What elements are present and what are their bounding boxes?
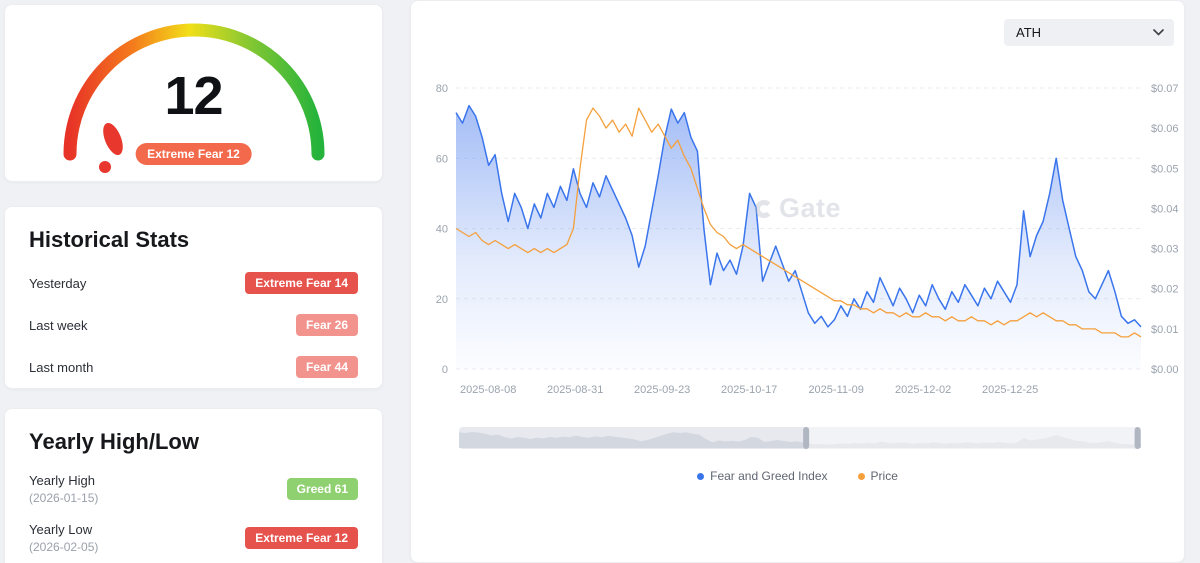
svg-text:$0.00: $0.00 — [1151, 364, 1179, 376]
legend-label: Fear and Greed Index — [710, 469, 828, 483]
gauge-arc-svg — [63, 23, 324, 173]
stat-date: (2026-02-05) — [29, 539, 99, 554]
stat-row-last-week: Last week Fear 26 — [29, 305, 358, 345]
fear-greed-line — [455, 104, 1142, 328]
status-badge: Extreme Fear 14 — [245, 272, 358, 294]
fear-greed-gauge: 12 Extreme Fear 12 — [49, 9, 339, 177]
brush-handle[interactable] — [803, 427, 810, 449]
timeframe-dropdown[interactable]: ATH — [1004, 19, 1174, 46]
stat-label: Yesterday — [29, 275, 87, 291]
legend-dot-fear-greed — [697, 472, 705, 480]
stat-label: Yearly High — [29, 472, 96, 488]
svg-text:80: 80 — [436, 83, 448, 95]
fear-greed-chart[interactable]: 0 20 40 60 80 $0.00 $0.01 $0.02 $0.03 $0.04 $0.05 $… — [411, 1, 1186, 521]
stat-label: Yearly Low — [29, 521, 93, 537]
legend-item-price[interactable]: Price — [857, 469, 898, 483]
brush-handle[interactable] — [1134, 427, 1141, 449]
svg-text:$0.03: $0.03 — [1151, 244, 1179, 256]
svg-text:2025-12-02: 2025-12-02 — [895, 384, 951, 396]
status-badge: Extreme Fear 12 — [245, 526, 358, 549]
yearly-highlow-title: Yearly High/Low — [29, 429, 199, 454]
legend-item-fear-greed[interactable]: Fear and Greed Index — [697, 469, 828, 483]
svg-text:$0.01: $0.01 — [1151, 324, 1179, 336]
stat-row-yearly-low: Yearly Low (2026-02-05) Extreme Fear 12 — [29, 514, 358, 561]
svg-text:$0.07: $0.07 — [1151, 83, 1179, 95]
timeframe-dropdown-value: ATH — [1016, 25, 1042, 40]
fear-greed-chart-card: ATH Gate 0 20 40 60 80 $0.00 $0.01 $0.02 $0.03 $0… — [410, 0, 1185, 563]
svg-text:60: 60 — [436, 153, 448, 165]
status-badge: Fear 44 — [295, 356, 358, 378]
svg-text:2025-08-31: 2025-08-31 — [547, 384, 603, 396]
stat-row-yesterday: Yesterday Extreme Fear 14 — [29, 263, 358, 303]
svg-text:0: 0 — [442, 364, 448, 376]
gauge-arc — [63, 23, 324, 161]
gauge-status-badge: Extreme Fear 12 — [135, 143, 252, 165]
yearly-highlow-card: Yearly High/Low Yearly High (2026-01-15)… — [4, 408, 383, 563]
svg-text:2025-11-09: 2025-11-09 — [808, 384, 863, 396]
stat-label: Last week — [29, 317, 88, 333]
brush-mini-chart — [459, 432, 1141, 448]
historical-stats-title: Historical Stats — [29, 227, 190, 252]
svg-text:2025-10-17: 2025-10-17 — [721, 384, 777, 396]
stat-row-last-month: Last month Fear 44 — [29, 347, 358, 387]
gauge-value: 12 — [164, 66, 223, 126]
svg-text:$0.05: $0.05 — [1151, 163, 1179, 175]
chart-legend: Fear and Greed Index Price — [411, 469, 1184, 483]
svg-text:$0.02: $0.02 — [1151, 284, 1179, 296]
yearly-low-labels: Yearly Low (2026-02-05) — [29, 522, 98, 554]
status-badge: Fear 26 — [295, 314, 358, 336]
svg-text:2025-09-23: 2025-09-23 — [634, 384, 690, 396]
yearly-high-labels: Yearly High (2026-01-15) — [29, 473, 98, 505]
historical-stats-card: Historical Stats Yesterday Extreme Fear … — [4, 206, 383, 389]
svg-text:2025-12-25: 2025-12-25 — [982, 384, 1038, 396]
chevron-down-icon — [1153, 29, 1164, 36]
stat-row-yearly-high: Yearly High (2026-01-15) Greed 61 — [29, 465, 358, 512]
svg-text:2025-08-08: 2025-08-08 — [460, 384, 516, 396]
stat-date: (2026-01-15) — [29, 490, 99, 505]
stat-label: Last month — [29, 359, 94, 375]
svg-text:$0.04: $0.04 — [1151, 203, 1179, 215]
svg-text:$0.06: $0.06 — [1151, 123, 1179, 135]
gauge-needle — [98, 122, 123, 173]
brush-selected-range — [806, 427, 1138, 449]
fear-greed-area — [456, 105, 1141, 369]
fear-greed-gauge-card: 12 Extreme Fear 12 — [4, 4, 383, 182]
svg-text:20: 20 — [436, 294, 448, 306]
status-badge: Greed 61 — [286, 477, 358, 500]
price-line — [455, 107, 1142, 338]
legend-dot-price — [857, 472, 865, 480]
svg-text:40: 40 — [436, 224, 448, 236]
legend-label: Price — [870, 469, 898, 483]
